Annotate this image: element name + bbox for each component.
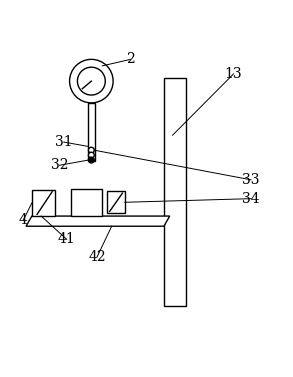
Text: 32: 32 bbox=[51, 158, 68, 172]
Text: 2: 2 bbox=[126, 52, 135, 66]
Circle shape bbox=[88, 152, 94, 158]
Text: 31: 31 bbox=[55, 135, 73, 149]
Bar bbox=[88, 103, 95, 161]
Bar bbox=[32, 190, 55, 216]
Bar bbox=[164, 78, 186, 306]
Text: 33: 33 bbox=[242, 173, 260, 187]
Circle shape bbox=[88, 147, 94, 153]
Text: 13: 13 bbox=[225, 67, 242, 81]
Polygon shape bbox=[26, 216, 170, 226]
Text: 41: 41 bbox=[58, 232, 76, 246]
Text: 4: 4 bbox=[19, 213, 28, 227]
Text: 42: 42 bbox=[88, 250, 106, 264]
Bar bbox=[71, 188, 101, 216]
Circle shape bbox=[70, 59, 113, 103]
Text: 34: 34 bbox=[242, 192, 260, 206]
Circle shape bbox=[88, 157, 94, 163]
Bar bbox=[107, 192, 125, 213]
